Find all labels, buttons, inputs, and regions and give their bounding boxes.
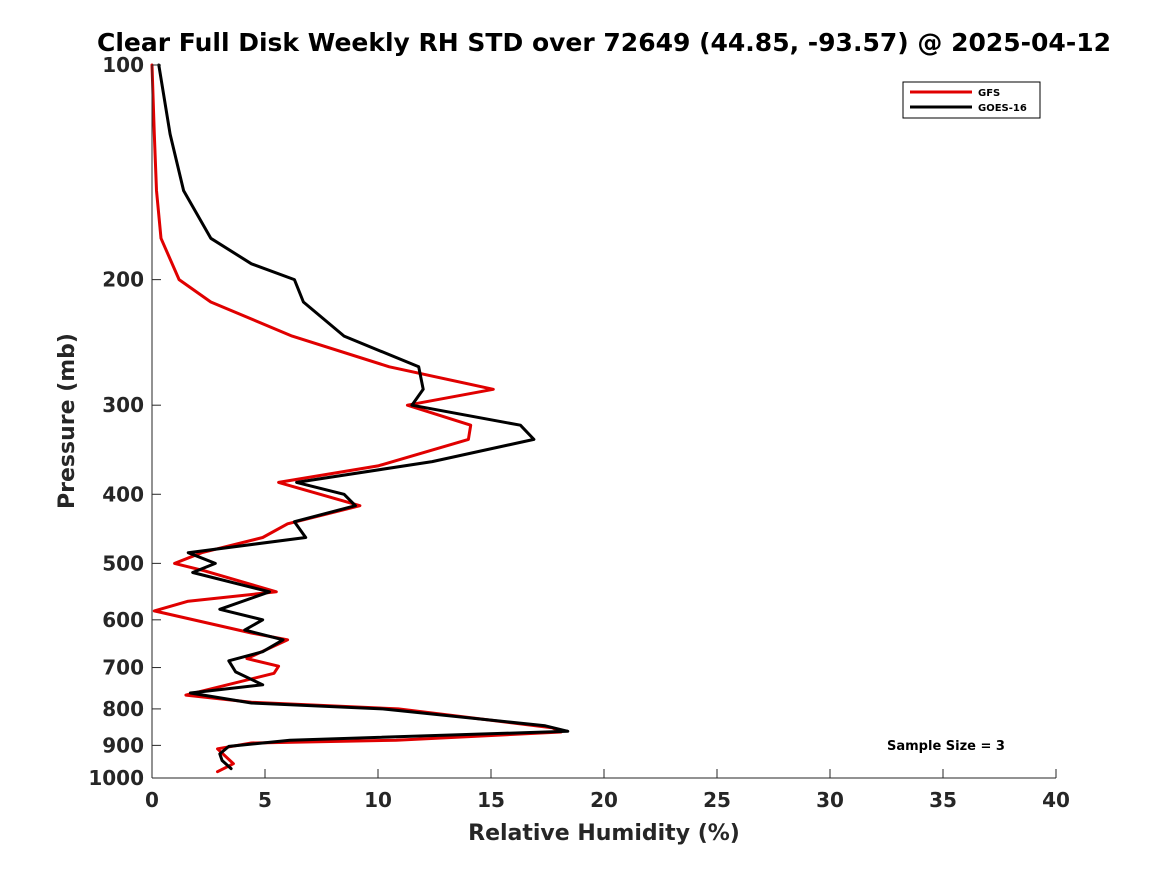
y-tick-label: 200 (102, 268, 144, 292)
y-tick-label: 700 (102, 656, 144, 680)
x-tick-label: 15 (477, 788, 505, 812)
x-tick-label: 35 (929, 788, 957, 812)
y-tick-label: 300 (102, 393, 144, 417)
y-tick-label: 900 (102, 733, 144, 757)
x-tick-label: 25 (703, 788, 731, 812)
x-tick-label: 40 (1042, 788, 1070, 812)
y-tick-label: 100 (102, 53, 144, 77)
y-tick-label: 500 (102, 551, 144, 575)
y-tick-label: 600 (102, 608, 144, 632)
legend: GFS GOES-16 (902, 81, 1041, 119)
legend-box (902, 81, 1041, 119)
sample-size-annotation: Sample Size = 3 (887, 739, 1005, 754)
series-line-goes16 (157, 63, 570, 771)
x-tick-label: 0 (145, 788, 159, 812)
x-tick-label: 5 (258, 788, 272, 812)
x-axis-label: Relative Humidity (%) (468, 821, 740, 846)
x-tick-label: 30 (816, 788, 844, 812)
chart-title: Clear Full Disk Weekly RH STD over 72649… (97, 28, 1111, 57)
legend-label-gfs: GFS (978, 88, 1000, 99)
x-tick-label: 20 (590, 788, 618, 812)
y-axis-label: Pressure (mb) (55, 333, 80, 509)
y-tick-label: 800 (102, 697, 144, 721)
y-tick-label: 400 (102, 482, 144, 506)
y-tick-label: 1000 (88, 766, 144, 790)
x-tick-label: 10 (364, 788, 392, 812)
legend-label-goes16: GOES-16 (978, 103, 1027, 114)
